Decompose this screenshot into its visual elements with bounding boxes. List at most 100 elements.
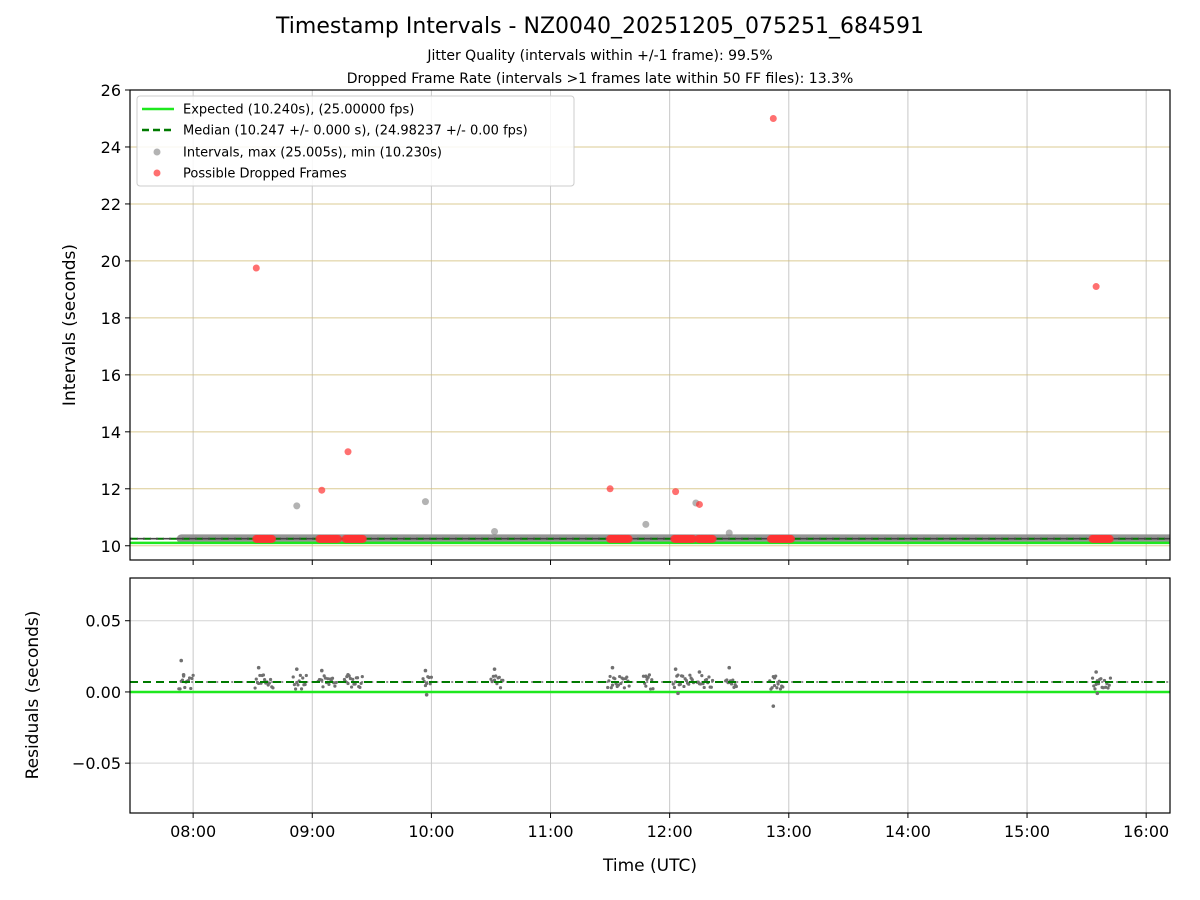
residual-cluster-point (261, 673, 266, 677)
residual-cluster-point (682, 684, 686, 689)
residual-point (644, 674, 648, 679)
residual-cluster-point (699, 682, 703, 686)
residual-point (676, 691, 680, 696)
residual-point (727, 665, 732, 670)
residual-cluster-point (1106, 686, 1110, 690)
residual-cluster-point (647, 673, 652, 677)
residual-cluster-point (610, 683, 615, 687)
residual-cluster-point (326, 677, 330, 681)
residual-cluster-point (1093, 687, 1097, 691)
residual-cluster-point (358, 685, 362, 689)
dropped-frame-point (672, 488, 680, 496)
x-tick-label: 15:00 (1004, 822, 1050, 841)
dropped-frame-point (1092, 283, 1100, 291)
plot-content (130, 658, 1170, 708)
residual-point (346, 673, 350, 677)
residual-cluster-point (501, 678, 505, 682)
axes-frame (129, 89, 1171, 561)
interval-point (293, 502, 301, 510)
residual-cluster-point (627, 684, 631, 688)
residual-cluster-point (253, 686, 257, 690)
dropped-frame-cluster-point (786, 534, 795, 543)
residual-point (771, 704, 776, 708)
residual-cluster-point (267, 681, 271, 685)
residual-cluster-point (183, 685, 187, 690)
residual-cluster-point (428, 682, 432, 686)
residual-cluster-point (346, 681, 350, 686)
residual-cluster-point (360, 675, 364, 679)
dropped-frame-point (695, 500, 703, 508)
residual-cluster-point (700, 674, 704, 678)
dropped-frame-cluster-point (334, 534, 342, 543)
x-tick-label: 10:00 (408, 822, 454, 841)
residual-cluster-point (710, 678, 715, 683)
residual-cluster-point (725, 678, 729, 682)
residual-cluster-point (688, 673, 692, 677)
residual-cluster-point (257, 681, 261, 686)
legend-intervals-swatch (153, 148, 161, 156)
residual-cluster-point (254, 677, 258, 681)
residual-cluster-point (180, 678, 185, 682)
residual-cluster-point (707, 675, 711, 679)
dropped-frame-cluster-point (708, 534, 717, 543)
residual-cluster-point (690, 678, 694, 682)
residual-cluster-point (333, 684, 337, 688)
time-x-axis-label: Time (UTC) (602, 856, 697, 876)
residual-cluster-point (684, 678, 688, 683)
residual-cluster-point (498, 686, 503, 690)
axes-frame (129, 577, 1171, 814)
residual-cluster-point (772, 683, 777, 688)
residual-cluster-point (427, 675, 431, 680)
residual-cluster-point (1107, 683, 1111, 687)
residual-point (319, 668, 324, 673)
interval-point (421, 498, 429, 506)
residual-cluster-point (429, 675, 433, 679)
residual-cluster-point (622, 686, 626, 690)
residual-cluster-point (301, 676, 305, 680)
residual-cluster-point (425, 681, 429, 686)
interval-point (642, 520, 650, 528)
residual-point (424, 692, 429, 697)
x-tick-label: 08:00 (170, 822, 216, 841)
residual-cluster-point (776, 682, 780, 686)
x-tick-label: 09:00 (289, 822, 335, 841)
residual-cluster-point (359, 681, 363, 685)
residual-cluster-point (1108, 676, 1113, 680)
residual-cluster-point (268, 677, 273, 682)
residual-cluster-point (497, 675, 501, 679)
residual-cluster-point (271, 686, 275, 690)
residual-cluster-point (1099, 677, 1103, 681)
x-tick-label: 13:00 (766, 822, 812, 841)
y-tick-label: 24 (101, 138, 121, 157)
jitter-quality-subtitle: Jitter Quality (intervals within +/-1 fr… (427, 48, 773, 64)
residual-cluster-point (619, 681, 623, 686)
residual-cluster-point (1101, 686, 1105, 690)
y-tick-label: 16 (101, 366, 121, 385)
y-tick-label: 22 (101, 195, 121, 214)
residual-cluster-point (676, 673, 680, 677)
residual-cluster-point (291, 675, 295, 679)
residual-point (179, 658, 184, 663)
residual-cluster-point (781, 685, 785, 689)
dropped-frame-point (769, 114, 777, 122)
plot-content (130, 114, 1170, 545)
residual-point (294, 667, 299, 671)
x-tick-label: 12:00 (647, 822, 693, 841)
residual-cluster-point (189, 686, 193, 691)
x-tick-label: 11:00 (527, 822, 573, 841)
residual-cluster-point (298, 673, 302, 677)
residual-cluster-point (608, 674, 612, 679)
dropped-frame-cluster-point (1105, 534, 1114, 543)
residual-point (423, 668, 428, 673)
residual-cluster-point (621, 677, 625, 681)
intervals-y-axis-label: Intervals (seconds) (60, 244, 80, 406)
residual-cluster-point (295, 680, 299, 685)
residual-cluster-point (494, 674, 498, 678)
residual-point (610, 665, 615, 670)
y-tick-label: 20 (101, 252, 121, 271)
residual-cluster-point (651, 687, 655, 691)
residual-cluster-point (613, 677, 617, 681)
plot-area (130, 578, 1170, 813)
dropped-frame-cluster-point (358, 534, 367, 543)
